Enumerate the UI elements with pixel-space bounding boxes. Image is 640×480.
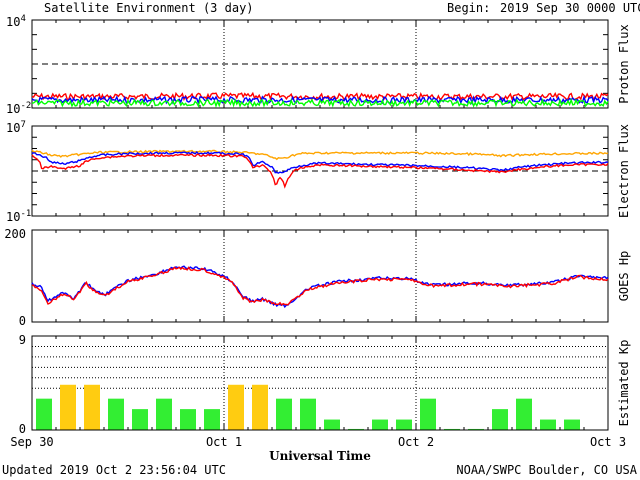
orange-series-line: [31, 149, 609, 161]
kp-bar: [468, 428, 484, 430]
kp-bar: [444, 428, 460, 430]
x-tick-label: Oct 3: [590, 435, 626, 449]
kp-bar: [396, 419, 412, 430]
y-axis-label: Estimated Kp: [617, 340, 631, 427]
kp-bar: [108, 398, 124, 430]
panel-frame: [31, 125, 609, 217]
kp-bar: [204, 409, 220, 430]
green-series-line: [31, 97, 609, 108]
kp-bar: [300, 398, 316, 430]
chart-title: Satellite Environment (3 day): [44, 1, 254, 15]
y-tick-label: 107: [6, 120, 26, 135]
kp-bar: [492, 409, 508, 430]
x-axis-title: Universal Time: [269, 449, 371, 463]
y-axis-label: Electron Flux: [617, 124, 631, 218]
y-axis-label: GOES Hp: [617, 251, 631, 302]
kp-bar: [36, 398, 52, 430]
begin-label: Begin:: [447, 1, 490, 15]
y-tick-label: 0: [19, 314, 26, 328]
kp-bar: [156, 398, 172, 430]
updated-timestamp: Updated 2019 Oct 2 23:56:04 UTC: [2, 463, 226, 477]
kp-bar: [564, 419, 580, 430]
electron-flux-panel: 107 10-1 Electron Flux: [6, 120, 631, 224]
kp-bar: [60, 384, 76, 430]
kp-bar: [84, 384, 100, 430]
red-series-line: [31, 266, 609, 306]
y-tick-label: 9: [19, 333, 26, 347]
panel-frame: [31, 229, 609, 323]
y-axis-label: Proton Flux: [617, 24, 631, 103]
kp-bar: [420, 398, 436, 430]
kp-bar: [516, 398, 532, 430]
red-series-line: [31, 153, 609, 189]
kp-bar: [540, 419, 556, 430]
x-tick-label: Oct 1: [206, 435, 242, 449]
kp-bar: [252, 384, 268, 430]
proton-flux-panel: 104 10-2 Proton Flux: [6, 14, 631, 116]
x-axis: Sep 30 Oct 1 Oct 2 Oct 3: [10, 435, 626, 449]
kp-bar: [324, 419, 340, 430]
y-tick-label: 200: [4, 227, 26, 241]
kp-bar: [180, 409, 196, 430]
kp-bar: [228, 384, 244, 430]
kp-bar: [276, 398, 292, 430]
x-tick-label: Oct 2: [398, 435, 434, 449]
x-tick-label: Sep 30: [10, 435, 53, 449]
panel-frame: [31, 19, 609, 109]
estimated-kp-panel: 9 0 Estimated Kp: [19, 333, 631, 436]
credit-text: NOAA/SWPC Boulder, CO USA: [456, 463, 637, 477]
y-tick-label: 0: [19, 422, 26, 436]
y-tick-label: 104: [6, 14, 26, 29]
begin-value: 2019 Sep 30 0000 UTC: [500, 1, 640, 15]
y-tick-label: 10-1: [6, 209, 31, 224]
kp-bar: [372, 419, 388, 430]
y-tick-label: 10-2: [6, 101, 31, 116]
goes-hp-panel: 200 0 GOES Hp: [4, 227, 631, 328]
kp-bar: [348, 428, 364, 430]
kp-bar: [132, 409, 148, 430]
blue-series-line: [31, 150, 609, 174]
